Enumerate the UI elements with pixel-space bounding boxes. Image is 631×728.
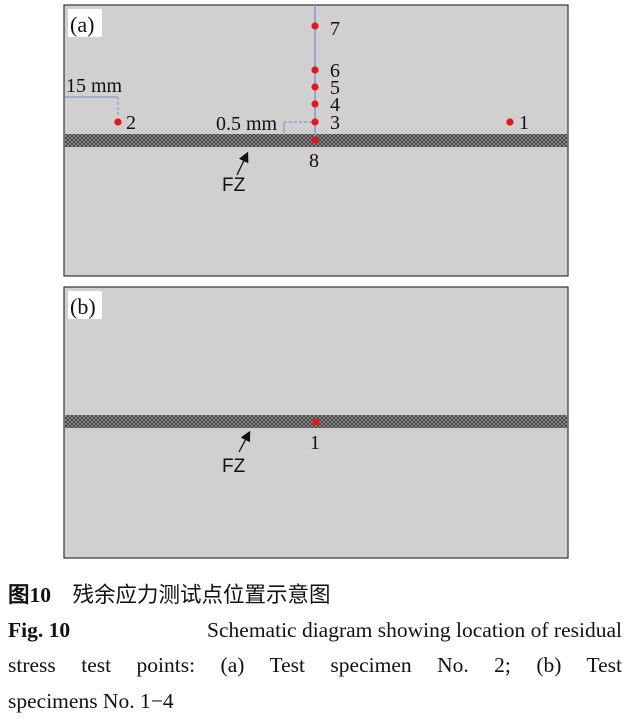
point-label-6: 6: [330, 60, 340, 82]
point-label-4: 4: [330, 94, 340, 116]
dim-15-label: 15 mm: [66, 75, 123, 97]
panel-label-a: (a): [70, 12, 94, 37]
caption-cn-text: 残余应力测试点位置示意图: [72, 583, 331, 607]
point-8: [311, 136, 319, 144]
fz-label-a: FZ: [222, 175, 246, 196]
point-2: [114, 118, 122, 126]
caption-en-line3: specimens No. 1−4: [8, 689, 174, 713]
caption-en-fig: Fig. 10: [8, 618, 71, 642]
point-4: [311, 100, 319, 108]
point-label-5: 5: [330, 77, 340, 99]
point-1-b: [312, 418, 320, 426]
point-5: [311, 83, 319, 91]
schematic: (a) 15 mm 0.5 mm 1 2 3 4 5 6 7 8: [63, 4, 569, 559]
fz-arrow-b: [238, 430, 251, 453]
point-label-1: 1: [519, 112, 529, 134]
caption-en-line1: Fig. 10 Schematic diagram showing locatio…: [8, 618, 622, 643]
point-label-1-b: 1: [310, 432, 320, 454]
panel-label-b: (b): [70, 294, 96, 319]
caption-cn: 图10 残余应力测试点位置示意图: [8, 578, 331, 609]
fz-label-b: FZ: [222, 456, 246, 477]
point-label-8: 8: [309, 150, 319, 172]
panel-a: (a) 15 mm 0.5 mm 1 2 3 4 5 6 7 8: [63, 4, 569, 277]
caption-cn-fig: 图10: [8, 583, 52, 607]
point-label-2: 2: [126, 112, 136, 134]
point-label-7: 7: [330, 18, 340, 40]
dim-05-label: 0.5 mm: [216, 113, 278, 135]
point-7: [311, 22, 319, 30]
point-6: [311, 66, 319, 74]
test-points-a: [114, 22, 514, 144]
fz-arrow-a: [236, 151, 249, 176]
caption-en-text1: Schematic diagram showing location of re…: [207, 618, 622, 642]
panel-label-bg: [68, 9, 102, 37]
point-label-3: 3: [330, 112, 340, 134]
point-3: [311, 118, 319, 126]
caption-en-line2: stress test points: (a) Test specimen No…: [8, 653, 622, 677]
point-1: [506, 118, 514, 126]
panel-b: (b) 1 FZ: [63, 286, 569, 559]
